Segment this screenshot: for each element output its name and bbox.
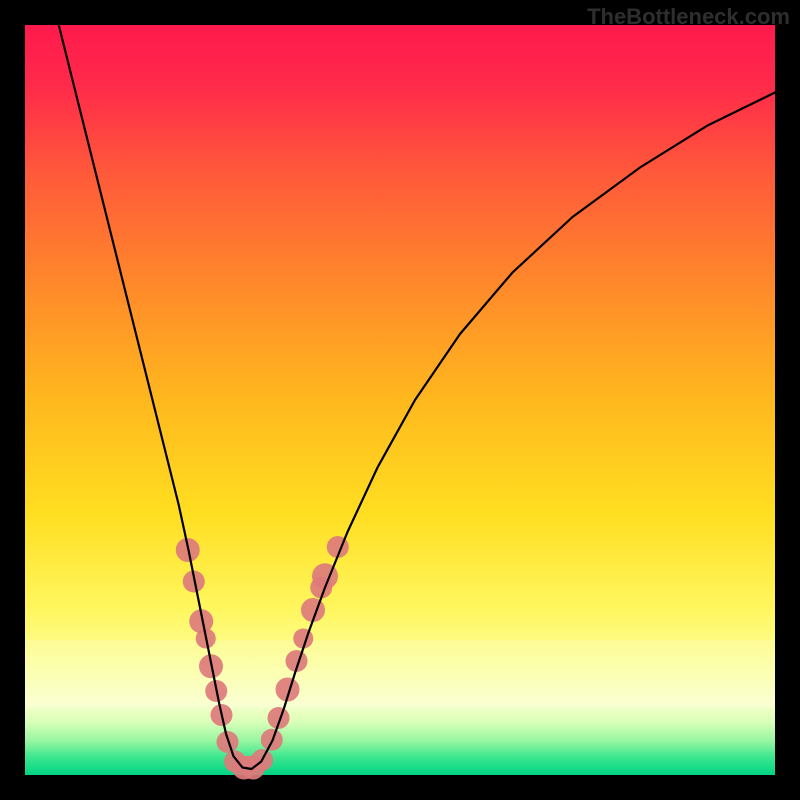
data-marker <box>217 731 239 753</box>
chart-svg <box>0 0 800 800</box>
bottleneck-chart: TheBottleneck.com <box>0 0 800 800</box>
watermark-text: TheBottleneck.com <box>587 4 790 30</box>
bottom-pale-band <box>25 640 775 709</box>
